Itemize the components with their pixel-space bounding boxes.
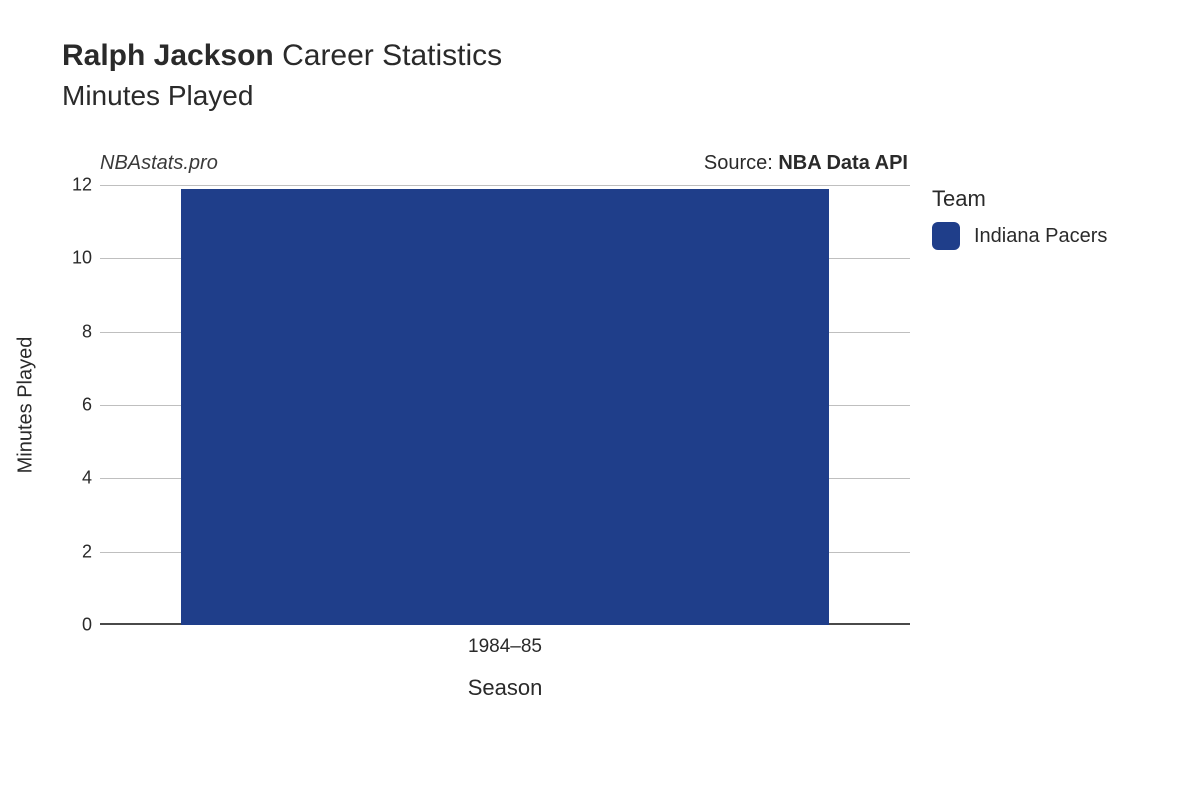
y-tick-label: 2 <box>52 541 92 562</box>
chart-title-block: Ralph Jackson Career Statistics Minutes … <box>62 38 502 112</box>
site-watermark: NBAstats.pro <box>100 152 218 175</box>
y-tick-label: 10 <box>52 248 92 269</box>
legend-swatch <box>932 222 960 250</box>
source-value: NBA Data API <box>778 152 908 174</box>
player-name: Ralph Jackson <box>62 39 274 72</box>
y-tick-label: 8 <box>52 321 92 342</box>
y-tick-label: 0 <box>52 615 92 636</box>
chart-subtitle: Minutes Played <box>62 80 502 112</box>
legend-item-label: Indiana Pacers <box>974 225 1107 248</box>
x-axis-label: Season <box>468 675 543 701</box>
source-label: Source: <box>704 152 778 174</box>
title-line-1: Ralph Jackson Career Statistics <box>62 38 502 74</box>
y-tick-label: 6 <box>52 395 92 416</box>
legend: Team Indiana Pacers <box>932 186 1107 250</box>
gridline <box>100 185 910 186</box>
y-axis-label: Minutes Played <box>15 337 38 474</box>
source-attribution: Source: NBA Data API <box>704 152 908 175</box>
legend-item: Indiana Pacers <box>932 222 1107 250</box>
title-suffix: Career Statistics <box>282 39 502 72</box>
legend-title: Team <box>932 186 1107 212</box>
y-tick-label: 12 <box>52 175 92 196</box>
plot-area <box>100 185 910 625</box>
y-tick-label: 4 <box>52 468 92 489</box>
bar <box>181 189 829 625</box>
x-tick-label: 1984–85 <box>468 636 542 658</box>
